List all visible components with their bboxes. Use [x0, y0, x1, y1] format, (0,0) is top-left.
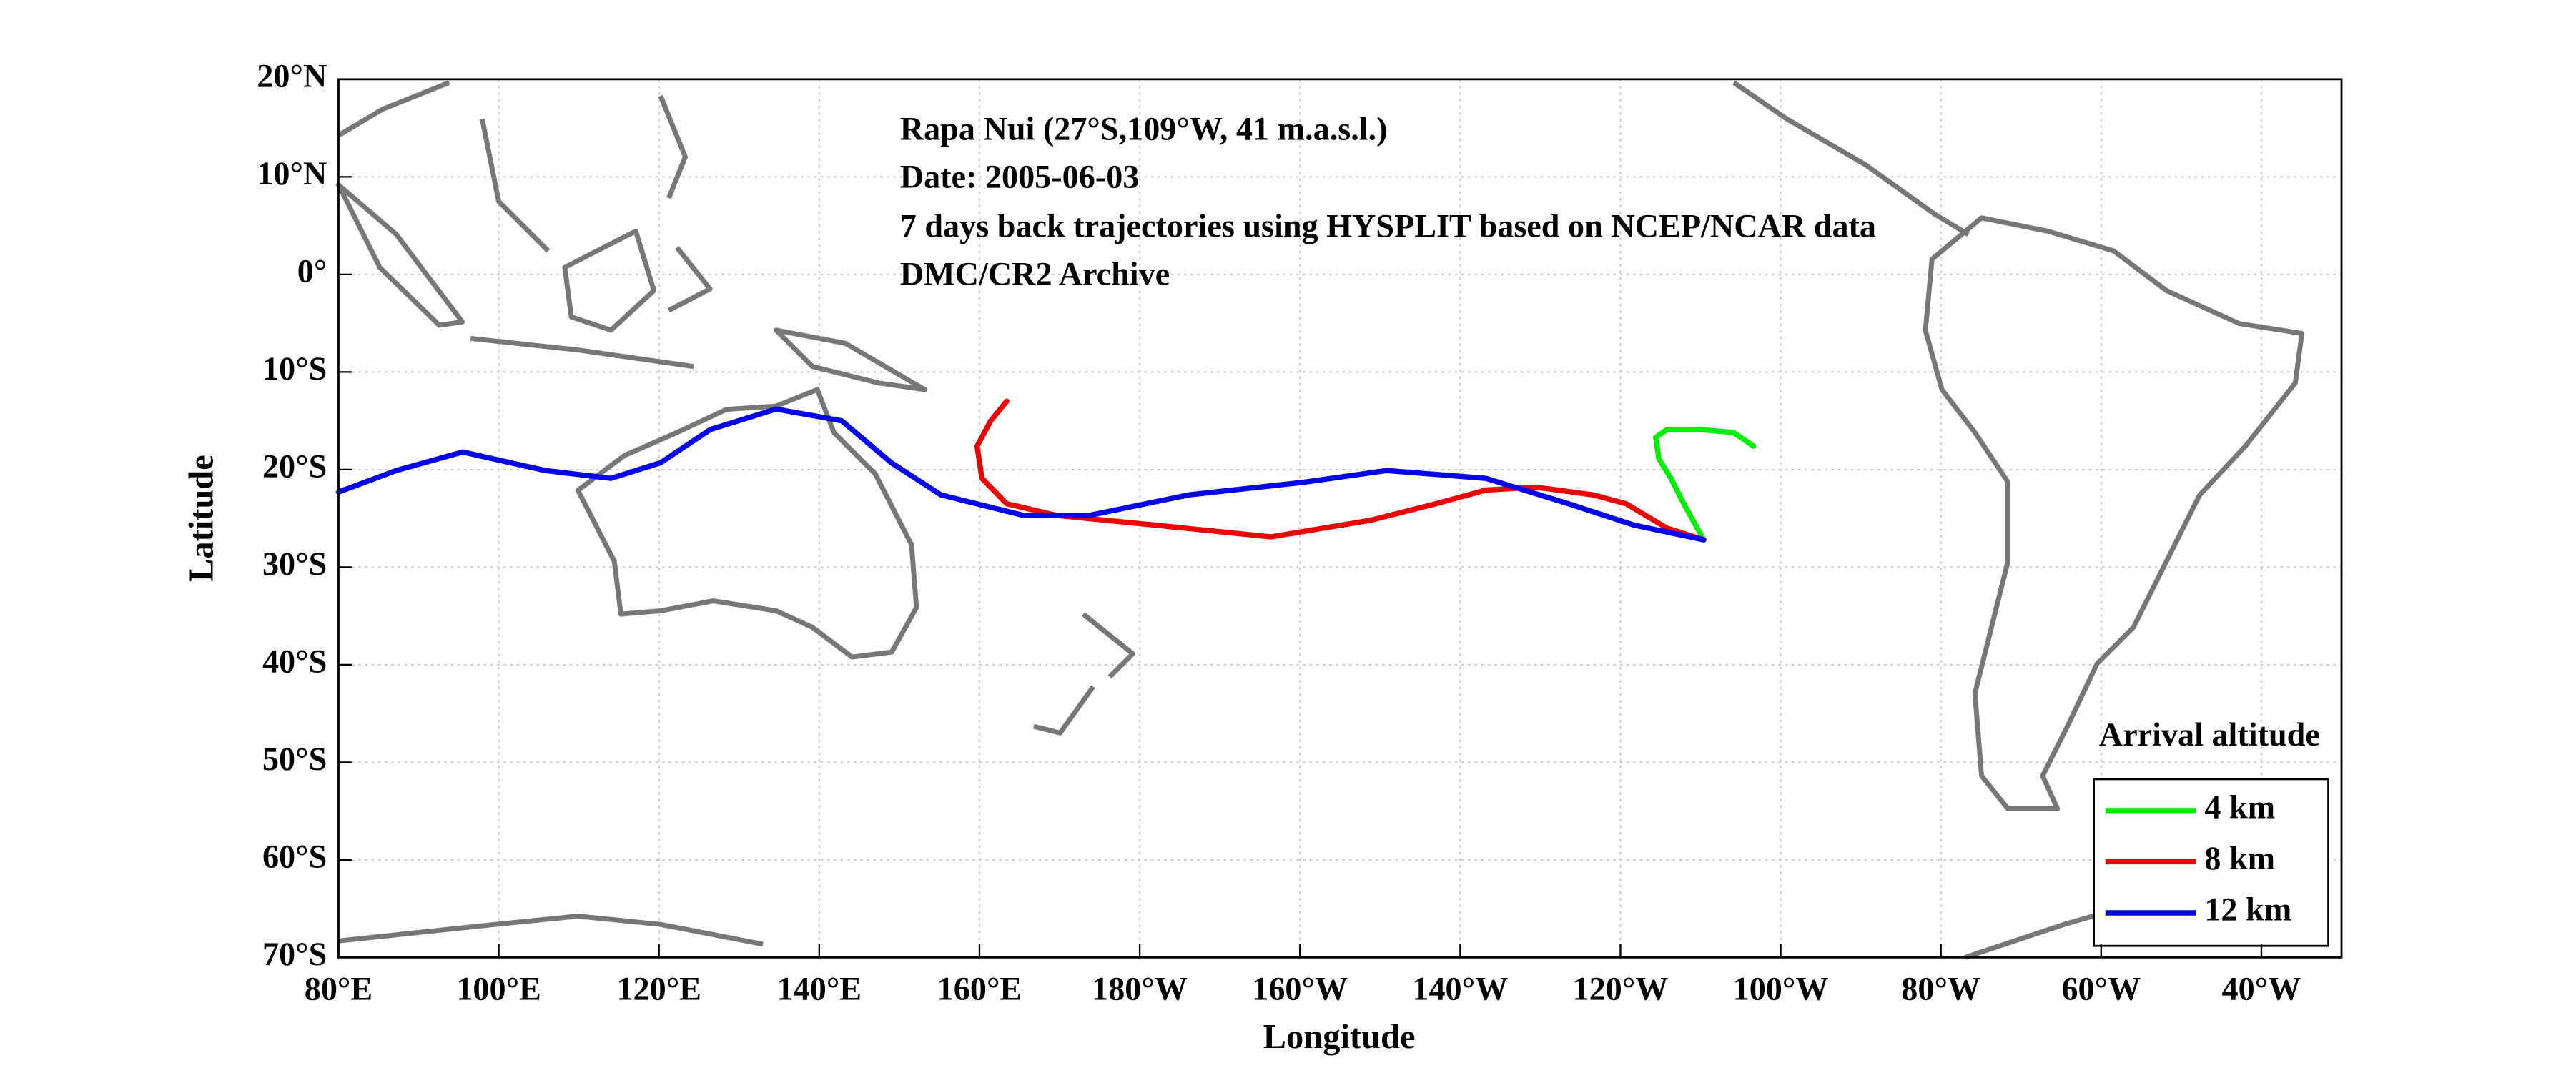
- coastline: [562, 228, 657, 333]
- x-tick-label: 40°W: [2222, 970, 2301, 1007]
- coastline: [336, 182, 465, 328]
- y-tick-label: 10°N: [257, 155, 327, 192]
- legend-label: 8 km: [2204, 840, 2275, 876]
- legend-label: 12 km: [2204, 891, 2291, 928]
- x-tick-label: 160°W: [1252, 970, 1348, 1007]
- coastline: [1032, 612, 1135, 736]
- annotation: DMC/CR2 Archive: [900, 256, 1170, 292]
- legend-label: 4 km: [2204, 788, 2275, 825]
- coastline: [337, 80, 713, 313]
- y-tick-label: 10°S: [262, 350, 327, 387]
- y-tick-label: 20°S: [262, 448, 327, 484]
- coastline: [470, 335, 694, 370]
- trajectory: [1653, 427, 1757, 543]
- x-tick-label: 140°W: [1412, 970, 1508, 1007]
- y-tick-label: 20°N: [257, 57, 327, 94]
- y-tick-label: 40°S: [262, 643, 327, 679]
- y-tick-label: 70°S: [262, 936, 327, 972]
- annotation: Rapa Nui (27°S,109°W, 41 m.a.s.l.): [900, 110, 1388, 147]
- legend: 4 km 8 km 12 km: [2093, 778, 2329, 947]
- y-tick-label: 30°S: [262, 545, 327, 582]
- x-tick-label: 100°E: [456, 970, 541, 1007]
- coastline: [774, 327, 927, 392]
- coastline: [1923, 215, 2305, 811]
- legend-title: Arrival altitude: [2099, 716, 2320, 753]
- x-tick-label: 140°E: [777, 970, 862, 1007]
- y-axis-label: Latitude: [183, 455, 221, 582]
- x-tick-label: 60°W: [2061, 970, 2141, 1007]
- annotation: Date: 2005-06-03: [900, 158, 1140, 194]
- trajectory: [974, 398, 1707, 543]
- y-tick-label: 50°S: [262, 741, 327, 777]
- x-tick-label: 160°E: [937, 970, 1022, 1007]
- x-tick-label: 80°W: [1901, 970, 1980, 1007]
- coastlines: [336, 80, 2305, 960]
- x-axis-label: Longitude: [1263, 1018, 1416, 1056]
- x-tick-label: 120°W: [1573, 970, 1669, 1007]
- y-tick-label: 60°S: [262, 838, 327, 874]
- x-tick-label: 180°W: [1092, 970, 1188, 1007]
- y-tick-label: 0°: [297, 252, 327, 289]
- trajectories: [335, 398, 1757, 543]
- x-tick-label: 80°E: [305, 970, 372, 1007]
- axes-box: [337, 78, 2343, 959]
- x-tick-label: 100°W: [1733, 970, 1829, 1007]
- x-tick-label: 120°E: [616, 970, 701, 1007]
- coastline: [1732, 80, 1970, 237]
- annotation: 7 days back trajectories using HYSPLIT b…: [900, 208, 1876, 244]
- trajectory: [335, 406, 1707, 543]
- coastline: [575, 387, 919, 660]
